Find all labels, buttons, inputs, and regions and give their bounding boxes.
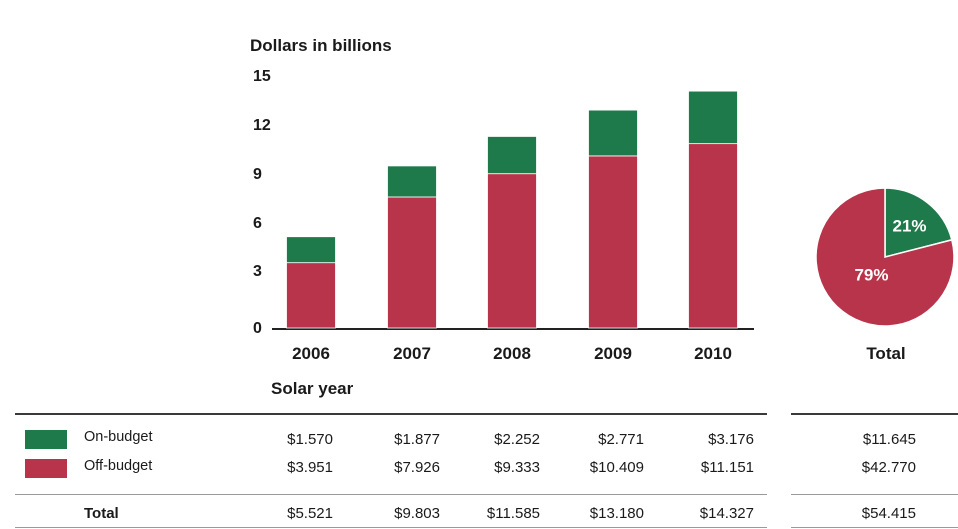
off-budget-swatch: [25, 459, 67, 478]
bar-off-budget-2008: [487, 173, 537, 329]
pie-slice-off-budget: [815, 187, 955, 327]
bar-on-budget-2008: [487, 136, 537, 175]
table-cell: $10.409: [589, 459, 644, 476]
pie-slice-label: 21%: [893, 216, 927, 235]
table-cell-total: $11.645: [862, 431, 916, 448]
table-bottom-rule-total: [791, 527, 958, 528]
row-label: Off-budget: [84, 458, 153, 474]
y-tick-label: 3: [253, 263, 262, 280]
y-tick-label: 0: [253, 320, 262, 337]
y-tick-label: 12: [253, 117, 271, 134]
x-axis-title: Solar year: [271, 379, 354, 398]
table-mid-rule: [15, 494, 767, 495]
table-cell: $9.803: [394, 505, 440, 522]
pie-chart: 21% 79%: [815, 187, 955, 327]
table-cell: $1.877: [394, 431, 440, 448]
bar-on-budget-2010: [688, 90, 738, 145]
pie-slice-label: 79%: [854, 265, 888, 284]
table-cell: $3.951: [287, 459, 333, 476]
table-top-rule-total: [791, 413, 958, 415]
bar-on-budget-2009: [588, 109, 638, 157]
bar-off-budget-2010: [688, 143, 738, 329]
x-tick-label: 2008: [493, 344, 531, 363]
table-top-rule: [15, 413, 767, 415]
table-cell: $1.570: [287, 431, 333, 448]
bar-off-budget-2009: [588, 155, 638, 329]
table-cell: $13.180: [589, 505, 644, 522]
x-tick-label: 2009: [594, 344, 632, 363]
pie-total-label: Total: [866, 344, 906, 363]
y-axis-title: Dollars in billions: [250, 36, 392, 55]
x-tick-label: 2007: [393, 344, 431, 363]
bar-on-budget-2006: [286, 236, 336, 264]
table-cell: $3.176: [708, 431, 754, 448]
row-label: Total: [84, 505, 119, 522]
table-cell-total: $54.415: [861, 505, 916, 522]
table-bottom-rule: [15, 527, 767, 528]
pie-slice-on-budget: [884, 187, 953, 258]
table-cell: $11.151: [700, 459, 754, 476]
bar-off-budget-2006: [286, 262, 336, 329]
x-tick-label: 2006: [292, 344, 330, 363]
on-budget-swatch: [25, 430, 67, 449]
table-mid-rule-total: [791, 494, 958, 495]
stacked-bar-chart: [272, 90, 754, 330]
table-cell: $2.252: [494, 431, 540, 448]
y-tick-label: 15: [253, 68, 271, 85]
bar-off-budget-2007: [387, 196, 437, 329]
x-tick-label: 2010: [694, 344, 732, 363]
table-cell: $11.585: [486, 505, 540, 522]
bar-on-budget-2007: [387, 165, 437, 198]
row-label: On-budget: [84, 429, 153, 445]
y-tick-label: 6: [253, 215, 262, 232]
table-cell: $5.521: [287, 505, 333, 522]
table-cell-total: $42.770: [861, 459, 916, 476]
table-cell: $7.926: [394, 459, 440, 476]
table-cell: $2.771: [598, 431, 644, 448]
table-cell: $14.327: [699, 505, 754, 522]
y-tick-label: 9: [253, 166, 262, 183]
table-cell: $9.333: [494, 459, 540, 476]
